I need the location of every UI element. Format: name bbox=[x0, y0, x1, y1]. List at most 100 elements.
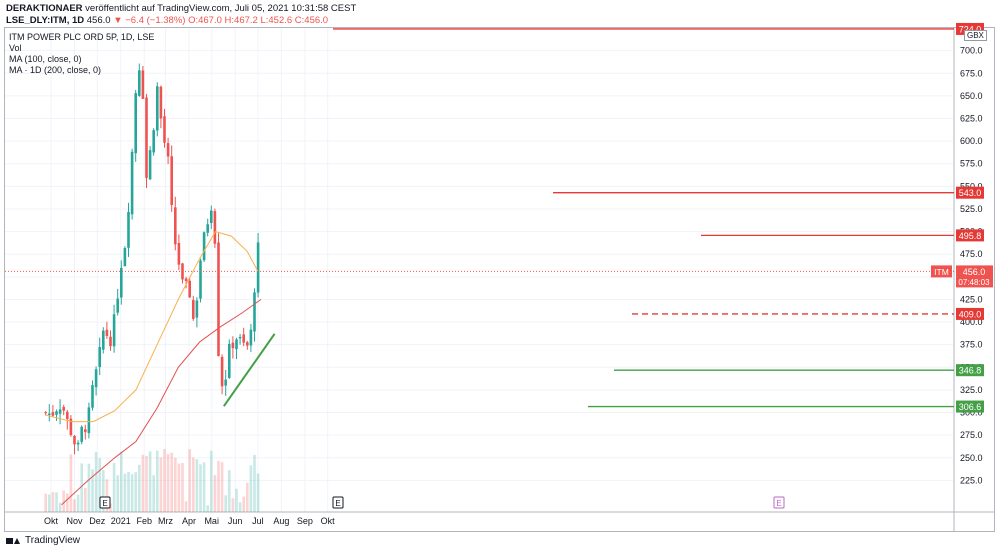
symbol-line: LSE_DLY:ITM, 1D 456.0 ▼ −6.4 (−1.38%) O:… bbox=[6, 15, 328, 26]
price-tick-label: 375.0 bbox=[960, 340, 983, 350]
candle-body bbox=[98, 347, 101, 367]
candle-body bbox=[112, 314, 116, 347]
volume-bar bbox=[191, 457, 195, 512]
symbol-tag-bg bbox=[931, 265, 952, 278]
volume-bar bbox=[173, 457, 177, 512]
candle-body bbox=[91, 385, 94, 408]
volume-bar bbox=[55, 492, 58, 512]
earnings-marker-label: E bbox=[776, 499, 781, 508]
volume-bar bbox=[91, 469, 94, 512]
volume-bar bbox=[119, 451, 123, 512]
volume-bar bbox=[184, 501, 188, 512]
candle-body bbox=[51, 412, 55, 416]
candle-body bbox=[137, 70, 141, 96]
price-tick-label: 225.0 bbox=[960, 475, 983, 485]
volume-bar bbox=[130, 474, 134, 512]
candle-body bbox=[94, 369, 98, 388]
candle-body bbox=[245, 342, 249, 346]
volume-bar bbox=[227, 470, 231, 512]
candle-body bbox=[105, 329, 109, 336]
volume-bar bbox=[188, 449, 191, 512]
tradingview-icon bbox=[6, 537, 21, 545]
candle-body bbox=[170, 156, 173, 206]
volume-bar bbox=[145, 455, 148, 512]
level-price-label: 346.8 bbox=[959, 366, 982, 376]
candle-body bbox=[44, 412, 47, 414]
volume-bar bbox=[127, 471, 130, 512]
volume-bars bbox=[44, 448, 260, 512]
volume-bar bbox=[62, 490, 65, 512]
candle-body bbox=[119, 267, 123, 298]
candle-body bbox=[249, 329, 253, 346]
candle-body bbox=[242, 334, 245, 343]
candle-body bbox=[69, 418, 73, 436]
volume-bar bbox=[116, 475, 119, 512]
candle-body bbox=[130, 151, 134, 215]
volume-bar bbox=[152, 475, 155, 512]
candle-body bbox=[65, 411, 69, 419]
volume-bar bbox=[213, 475, 217, 512]
volume-bar bbox=[166, 453, 170, 512]
level-price-label: 724.0 bbox=[959, 24, 982, 34]
legend-ma100[interactable]: MA (100, close, 0) bbox=[9, 54, 82, 64]
price-tick-label: 600.0 bbox=[960, 136, 983, 146]
low-value: L:452.6 bbox=[260, 15, 293, 26]
legend-vol[interactable]: Vol bbox=[9, 43, 22, 53]
candle-body bbox=[58, 409, 62, 414]
candle-body bbox=[141, 70, 145, 99]
candle-body bbox=[166, 143, 170, 157]
volume-bar bbox=[242, 496, 245, 512]
candle-body bbox=[159, 86, 163, 119]
volume-bar bbox=[256, 473, 260, 512]
volume-bar bbox=[51, 492, 55, 512]
price-tick-label: 475.0 bbox=[960, 249, 983, 259]
price-tick-label: 250.0 bbox=[960, 453, 983, 463]
time-tick-label: Aug bbox=[273, 516, 289, 526]
candle-body bbox=[184, 278, 188, 281]
level-price-tag bbox=[956, 364, 984, 377]
volume-bar bbox=[105, 479, 109, 512]
volume-bar bbox=[220, 462, 224, 512]
legend-ma200[interactable]: MA · 1D (200, close, 0) bbox=[9, 65, 102, 75]
price-tick-label: 400.0 bbox=[960, 317, 983, 327]
candle-body bbox=[101, 330, 105, 350]
chart-frame[interactable] bbox=[4, 27, 995, 532]
volume-bar bbox=[155, 450, 159, 512]
time-tick-label: Okt bbox=[321, 516, 336, 526]
candle-body bbox=[73, 435, 76, 445]
tradingview-logo[interactable]: TradingView bbox=[6, 535, 80, 546]
grid-lines bbox=[5, 28, 953, 512]
candle-body bbox=[238, 336, 242, 339]
level-price-tag bbox=[956, 22, 984, 35]
time-tick-label: Okt bbox=[44, 516, 59, 526]
level-price-tag bbox=[956, 186, 984, 199]
volume-bar bbox=[44, 493, 47, 512]
candle-body bbox=[177, 242, 181, 265]
volume-bar bbox=[231, 498, 235, 512]
volume-bar bbox=[123, 473, 127, 512]
candle-body bbox=[55, 411, 58, 415]
candle-body bbox=[47, 413, 51, 416]
level-price-tag bbox=[956, 307, 984, 320]
time-tick-label: Nov bbox=[66, 516, 83, 526]
candle-body bbox=[202, 232, 206, 261]
legend-title: ITM POWER PLC ORD 5P, 1D, LSE bbox=[9, 32, 155, 42]
volume-bar bbox=[177, 463, 181, 512]
currency-badge[interactable]: GBX bbox=[964, 30, 987, 41]
ma100-line bbox=[45, 231, 259, 423]
time-tick-label: Mai bbox=[204, 516, 219, 526]
earnings-marker-label: E bbox=[335, 499, 340, 508]
candle-body bbox=[163, 116, 166, 143]
volume-bar bbox=[253, 454, 256, 512]
time-tick-label: Jul bbox=[252, 516, 264, 526]
candle-body bbox=[195, 300, 199, 318]
close-value: C:456.0 bbox=[294, 15, 329, 26]
candle-body bbox=[155, 86, 159, 131]
price-tick-label: 675.0 bbox=[960, 68, 983, 78]
price-change: ▼ −6.4 (−1.38%) bbox=[113, 15, 186, 26]
price-tick-label: 550.0 bbox=[960, 181, 983, 191]
volume-bar bbox=[137, 464, 141, 512]
earnings-marker bbox=[773, 496, 785, 509]
candle-body bbox=[123, 248, 127, 267]
